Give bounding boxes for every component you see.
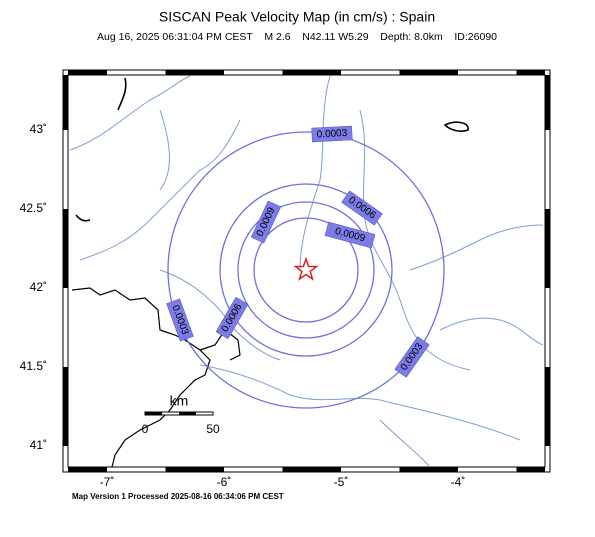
subtitle: Aug 16, 2025 06:31:04 PM CEST M 2.6 N42.…	[97, 31, 497, 43]
longitude-label: -5˚	[334, 475, 349, 489]
rivers	[69, 75, 544, 468]
frame-bar	[545, 209, 550, 288]
border	[199, 329, 241, 361]
river	[79, 119, 241, 261]
frame-bar	[63, 209, 68, 288]
longitude-label: -7˚	[100, 475, 115, 489]
map-area	[67, 74, 546, 468]
longitude-label: -6˚	[217, 475, 232, 489]
frame-bar	[399, 467, 458, 472]
river	[409, 224, 544, 271]
frame-bar	[165, 70, 224, 75]
contour-label: 0.0003	[311, 125, 353, 143]
epicenter-star	[293, 256, 319, 281]
scale-unit: km	[170, 393, 189, 409]
frame-bar	[63, 75, 68, 130]
title: SISCAN Peak Velocity Map (in cm/s) : Spa…	[159, 9, 435, 25]
river	[439, 317, 544, 346]
contour	[237, 201, 375, 339]
scale-start: 0	[142, 422, 149, 436]
river	[159, 109, 170, 191]
frame-bar	[545, 75, 550, 130]
scale-bar-segment	[179, 412, 196, 415]
reservoir	[443, 121, 469, 132]
frame-bar	[165, 467, 224, 472]
frame-bar	[68, 467, 107, 472]
longitude-label: -4˚	[451, 475, 466, 489]
river	[199, 364, 521, 441]
river	[159, 269, 281, 361]
frame-bar	[516, 70, 545, 75]
contour	[219, 183, 393, 357]
footer: Map Version 1 Processed 2025-08-16 06:34…	[72, 492, 284, 501]
river	[299, 75, 331, 271]
latitude-label: 41.5˚	[20, 359, 47, 373]
frame-bar	[282, 467, 341, 472]
latitude-label: 43˚	[30, 122, 47, 136]
coastline	[75, 214, 91, 222]
contour-label: 0.0009	[324, 221, 376, 249]
axis-labels: -7˚ -6˚ -5˚ -4˚ 43˚ 42.5˚ 42˚ 41.5˚ 41˚	[20, 122, 466, 489]
river	[69, 75, 191, 151]
latitude-label: 41˚	[30, 438, 47, 452]
contour-label-text: 0.0003	[316, 128, 348, 141]
river	[379, 419, 431, 468]
map-frame	[62, 69, 551, 473]
coastline-and-border	[71, 77, 469, 468]
latitude-label: 42.5˚	[20, 201, 47, 215]
frame-bar	[63, 367, 68, 446]
frame-outline	[62, 69, 551, 473]
scale-bar-segment	[145, 412, 162, 415]
contours	[167, 131, 445, 409]
frame-bar	[516, 467, 545, 472]
frame-bar	[399, 70, 458, 75]
scale-bar: km 0 50	[142, 393, 220, 436]
frame-bar	[68, 70, 107, 75]
frame-bar	[282, 70, 341, 75]
scale-end: 50	[206, 422, 220, 436]
contour	[167, 131, 445, 409]
contour	[253, 217, 359, 323]
frame-bar	[545, 367, 550, 446]
coastline	[117, 77, 127, 111]
latitude-label: 42˚	[30, 280, 47, 294]
